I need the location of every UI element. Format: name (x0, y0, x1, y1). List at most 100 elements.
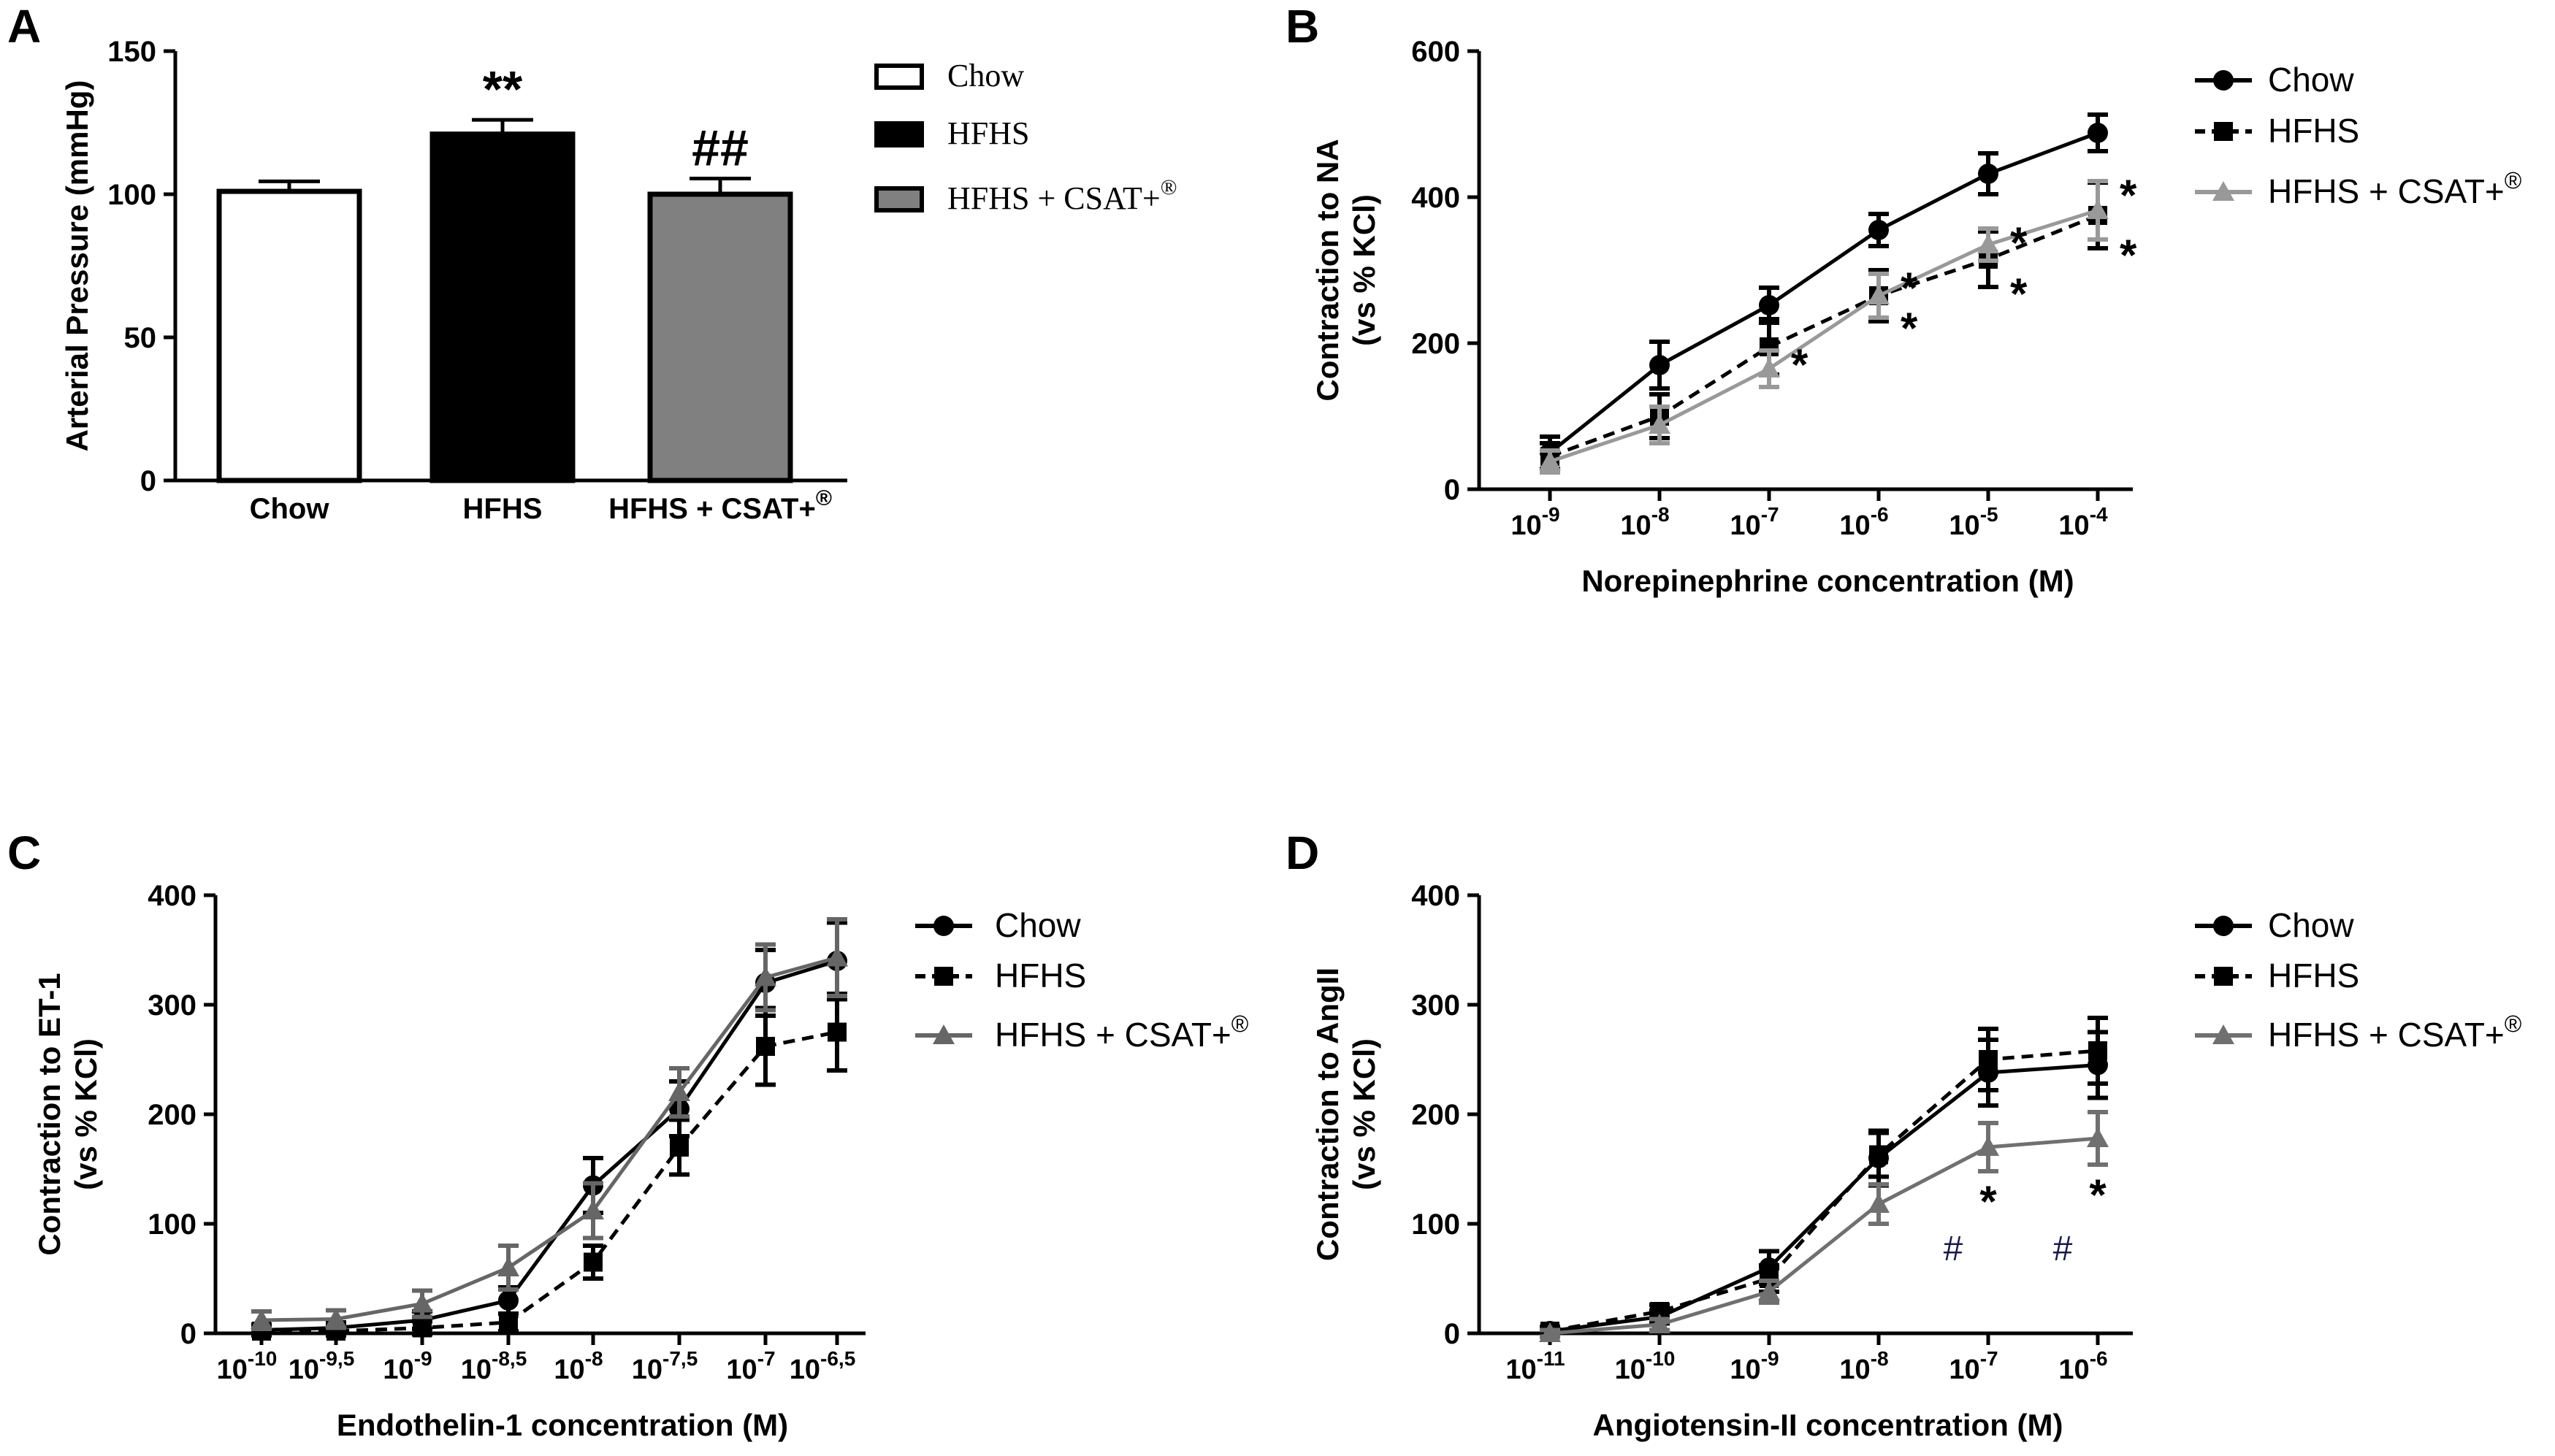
x-axis-label: Angiotensin-II concentration (M) (1593, 1408, 2063, 1442)
data-point (1869, 1145, 1888, 1165)
data-point (2087, 1127, 2109, 1147)
y-tick-label: 600 (1411, 36, 1460, 68)
x-axis-label: Norepinephrine concentration (M) (1581, 564, 2074, 598)
x-tick-label: 10-8 (1839, 1347, 1888, 1385)
x-tick-label: 10-7 (726, 1347, 775, 1385)
data-point (2088, 123, 2108, 143)
significance-star: * (2120, 231, 2137, 280)
series-line (261, 956, 838, 1322)
data-point (325, 1308, 347, 1328)
legend-item: Chow (2195, 906, 2354, 944)
legend-label: HFHS (2268, 112, 2359, 150)
series-line (1549, 1063, 2098, 1333)
data-point (2088, 1041, 2107, 1060)
y-tick-label: 200 (1411, 328, 1460, 360)
legend-swatch (874, 186, 924, 212)
bar-group: ** HFHS (429, 61, 576, 525)
x-axis-label: Endothelin-1 concentration (M) (337, 1408, 788, 1442)
x-tick-label: 10-8 (554, 1347, 603, 1385)
series-square (1540, 1016, 2108, 1341)
data-point (668, 1081, 690, 1101)
x-tick-label: Chow (250, 493, 330, 525)
significance-star: * (2120, 171, 2137, 220)
y-tick-label: 0 (1444, 1318, 1460, 1350)
series-circle (1540, 1030, 2108, 1341)
legend-label: HFHS + CSAT+® (2268, 1011, 2522, 1054)
y-axis-label: Contraction to NA(vs % KCl) (1310, 139, 1381, 401)
data-point (2087, 199, 2109, 219)
y-tick-label: 400 (148, 880, 196, 912)
significance-marker: ## (692, 119, 749, 176)
series-line (1548, 131, 2098, 454)
data-point (1758, 358, 1780, 378)
y-tick-label: 400 (1411, 182, 1460, 214)
data-point (1868, 1193, 1890, 1213)
data-point (826, 946, 848, 967)
y-tick-label: 100 (1411, 1208, 1460, 1241)
series-line (1549, 208, 2098, 464)
y-axis-label: Contraction to AngII(vs % KCl) (1310, 968, 1381, 1261)
legend-item: Chow (874, 58, 1024, 93)
y-tick-label: 300 (148, 989, 196, 1022)
x-tick-label: 10-9 (1511, 503, 1559, 541)
data-point (1649, 1314, 1670, 1333)
legend-item: HFHS (915, 957, 1086, 995)
x-tick-label: 10-7 (1730, 503, 1779, 541)
x-tick-label: 10-9 (1730, 1347, 1779, 1385)
bar (647, 191, 793, 483)
legend-marker (2213, 916, 2234, 936)
y-axis-label: Contraction to ET-1(vs % KCl) (32, 973, 103, 1255)
bar (216, 188, 362, 483)
data-point (670, 1138, 689, 1157)
legend-marker (933, 1024, 955, 1044)
legend-swatch (874, 121, 924, 147)
legend-item: HFHS + CSAT+® (2195, 167, 2522, 210)
series-line (1549, 1049, 2098, 1333)
y-tick-label: 100 (107, 179, 156, 211)
y-tick-label: 0 (140, 465, 156, 497)
legend-label: Chow (947, 58, 1024, 93)
data-point (498, 1290, 519, 1311)
significance-star: * (2010, 269, 2028, 318)
x-tick-label: 10-5 (1949, 503, 1998, 541)
x-tick-label: 10-9 (383, 1347, 432, 1385)
x-tick-label: 10-6 (2058, 1347, 2107, 1385)
data-point (1758, 1281, 1780, 1300)
data-point (582, 1200, 604, 1219)
hash-marker: # (2053, 1230, 2073, 1268)
data-point (251, 1309, 272, 1329)
data-point (411, 1292, 433, 1313)
bar-group: ## HFHS + CSAT+® (608, 119, 832, 525)
y-tick-label: 150 (107, 36, 156, 68)
data-point (499, 1313, 518, 1332)
significance-star: * (1901, 304, 1918, 353)
series-square (251, 992, 847, 1341)
x-tick-label: 10-8 (1620, 503, 1669, 541)
legend-item: HFHS (874, 115, 1030, 151)
data-point (756, 1037, 775, 1056)
y-tick-label: 200 (1411, 1099, 1460, 1131)
series-triangle (1539, 179, 2109, 475)
legend-item: HFHS (2195, 957, 2359, 995)
y-tick-label: 300 (1411, 989, 1460, 1022)
y-tick-label: 100 (148, 1208, 196, 1241)
y-axis-label: Arterial Pressure (mmHg) (60, 80, 94, 452)
x-tick-label: 10-10 (217, 1347, 278, 1385)
x-tick-label: 10-10 (1615, 1347, 1676, 1385)
x-tick-label: 10-7 (1949, 1347, 1998, 1385)
legend-marker (2212, 1024, 2234, 1044)
legend-item: HFHS + CSAT+® (915, 1011, 1249, 1054)
legend-marker (934, 967, 953, 986)
legend-label: HFHS (995, 957, 1086, 995)
data-point (584, 1252, 603, 1272)
data-point (755, 966, 776, 986)
data-point (1539, 451, 1561, 470)
bar-group: Chow (216, 179, 362, 525)
data-point (1868, 220, 1889, 240)
legend-item: HFHS + CSAT+® (874, 175, 1177, 216)
legend-label: Chow (2268, 61, 2354, 99)
x-tick-label: 10-6 (1839, 503, 1888, 541)
legend-label: HFHS + CSAT+® (995, 1011, 1249, 1054)
legend-item: Chow (915, 906, 1081, 944)
